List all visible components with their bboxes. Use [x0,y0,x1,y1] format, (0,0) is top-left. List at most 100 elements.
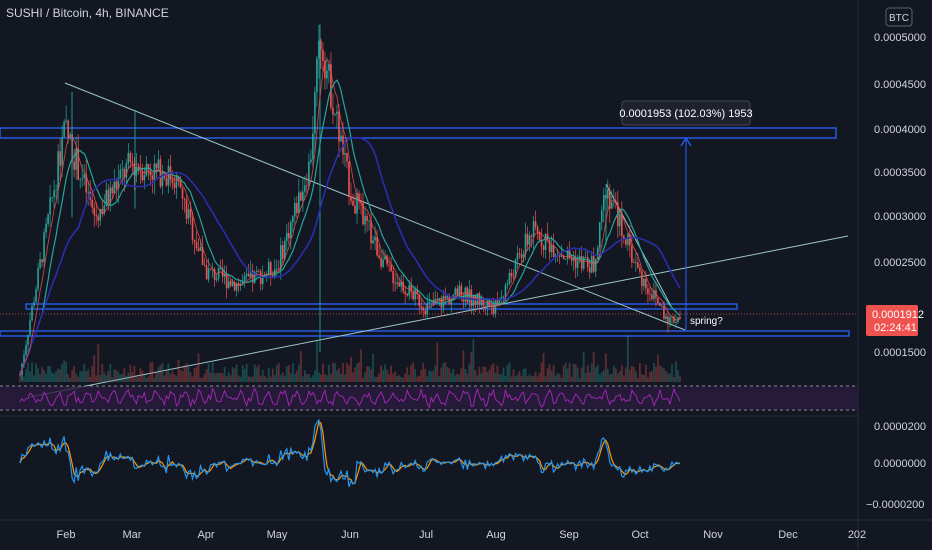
candle-body[interactable] [181,187,184,199]
candle-body[interactable] [133,163,136,176]
candle-body[interactable] [332,107,334,115]
candle-body[interactable] [444,296,447,299]
candle-body[interactable] [320,40,322,50]
candle-body[interactable] [53,190,55,198]
candle-body[interactable] [679,317,681,319]
candle-body[interactable] [51,197,53,198]
candle-body[interactable] [460,285,463,296]
candle-body[interactable] [49,197,51,215]
candle-body[interactable] [31,305,33,321]
candle-body[interactable] [57,151,59,191]
candle-body[interactable] [310,159,312,163]
currency-badge[interactable] [885,7,913,27]
candle-body[interactable] [502,296,505,298]
candle-body[interactable] [608,190,611,209]
candle-body[interactable] [414,289,416,300]
candle-body[interactable] [657,297,659,304]
candle-body[interactable] [195,242,198,249]
candle-body[interactable] [623,235,625,239]
candle-body[interactable] [653,290,655,300]
candle-body[interactable] [572,257,575,261]
candle-body[interactable] [675,322,677,324]
candle-body[interactable] [217,267,220,279]
candle-body[interactable] [364,216,366,225]
candle-body[interactable] [179,180,182,188]
candle-body[interactable] [548,239,551,253]
candle-body[interactable] [77,148,79,180]
candle-body[interactable] [516,253,519,260]
candle-body[interactable] [163,173,166,179]
candle-body[interactable] [225,273,228,288]
candle-body[interactable] [143,175,146,181]
candle-body[interactable] [187,209,190,219]
candle-body[interactable] [594,259,597,272]
candle-body[interactable] [534,221,537,228]
candle-body[interactable] [85,174,88,193]
candle-body[interactable] [253,271,256,283]
candle-body[interactable] [606,190,609,199]
candle-body[interactable] [376,236,378,256]
candle-body[interactable] [123,169,126,178]
candle-body[interactable] [290,221,292,239]
candle-body[interactable] [269,262,272,276]
candle-body[interactable] [229,281,232,286]
candle-body[interactable] [193,239,196,243]
candle-body[interactable] [635,262,637,264]
candle-body[interactable] [468,289,471,303]
candle-body[interactable] [637,262,639,268]
candle-body[interactable] [221,267,224,277]
candle-body[interactable] [316,58,318,93]
candle-body[interactable] [404,291,406,294]
candle-body[interactable] [456,288,459,296]
candle-body[interactable] [625,238,627,245]
candle-body[interactable] [151,175,154,180]
candle-body[interactable] [562,255,565,260]
support-band-lower[interactable] [0,330,850,337]
candle-body[interactable] [165,178,168,186]
candle-body[interactable] [354,205,356,214]
candle-body[interactable] [43,232,45,263]
candle-body[interactable] [582,257,585,269]
candle-body[interactable] [645,278,647,289]
descending-trendline[interactable] [64,82,686,331]
candle-body[interactable] [197,248,200,251]
candle-body[interactable] [370,220,372,244]
ascending-trendline[interactable] [29,235,849,398]
candle-body[interactable] [530,235,533,237]
candle-body[interactable] [428,301,431,304]
candle-body[interactable] [267,262,270,274]
candle-body[interactable] [380,257,382,267]
candle-body[interactable] [667,316,669,325]
candle-body[interactable] [560,255,563,257]
candle-body[interactable] [490,305,493,307]
candle-body[interactable] [241,280,244,284]
candle-body[interactable] [209,268,212,270]
candle-body[interactable] [167,166,170,186]
candle-body[interactable] [257,270,260,272]
candle-body[interactable] [627,234,629,245]
candle-body[interactable] [669,317,671,325]
candle-body[interactable] [131,161,134,164]
candle-body[interactable] [91,199,94,208]
candles[interactable] [19,24,681,380]
candle-body[interactable] [498,299,501,304]
candle-body[interactable] [326,70,328,79]
candle-body[interactable] [81,178,83,179]
candle-body[interactable] [115,181,118,189]
candle-body[interactable] [243,275,246,281]
candle-body[interactable] [663,305,665,319]
candle-body[interactable] [588,267,591,273]
candle-body[interactable] [394,282,396,284]
candle-body[interactable] [649,293,651,295]
candle-body[interactable] [492,306,495,314]
candle-body[interactable] [424,310,427,315]
candle-body[interactable] [434,298,437,304]
candle-body[interactable] [526,233,529,245]
candle-body[interactable] [470,289,473,306]
candle-body[interactable] [171,179,174,184]
candle-body[interactable] [223,273,226,277]
candle-body[interactable] [528,235,531,245]
candle-body[interactable] [185,199,188,219]
candle-body[interactable] [277,268,280,270]
candle-body[interactable] [522,254,525,258]
